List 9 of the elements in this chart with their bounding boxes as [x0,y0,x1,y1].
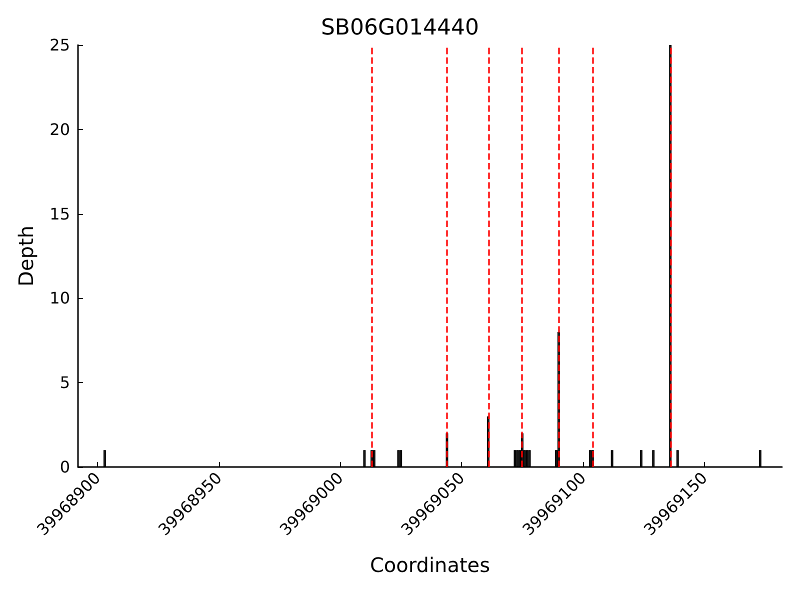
y-tick-label: 25 [50,36,70,54]
x-axis-title: Coordinates [370,553,490,577]
y-axis-title: Depth [14,226,38,286]
chart-title: SB06G014440 [320,16,480,40]
y-tick-label: 5 [60,373,70,392]
y-tick-label: 15 [50,204,70,224]
y-tick-label: 0 [60,458,70,476]
y-tick-label: 20 [50,120,70,139]
y-tick-label: 10 [50,288,70,308]
